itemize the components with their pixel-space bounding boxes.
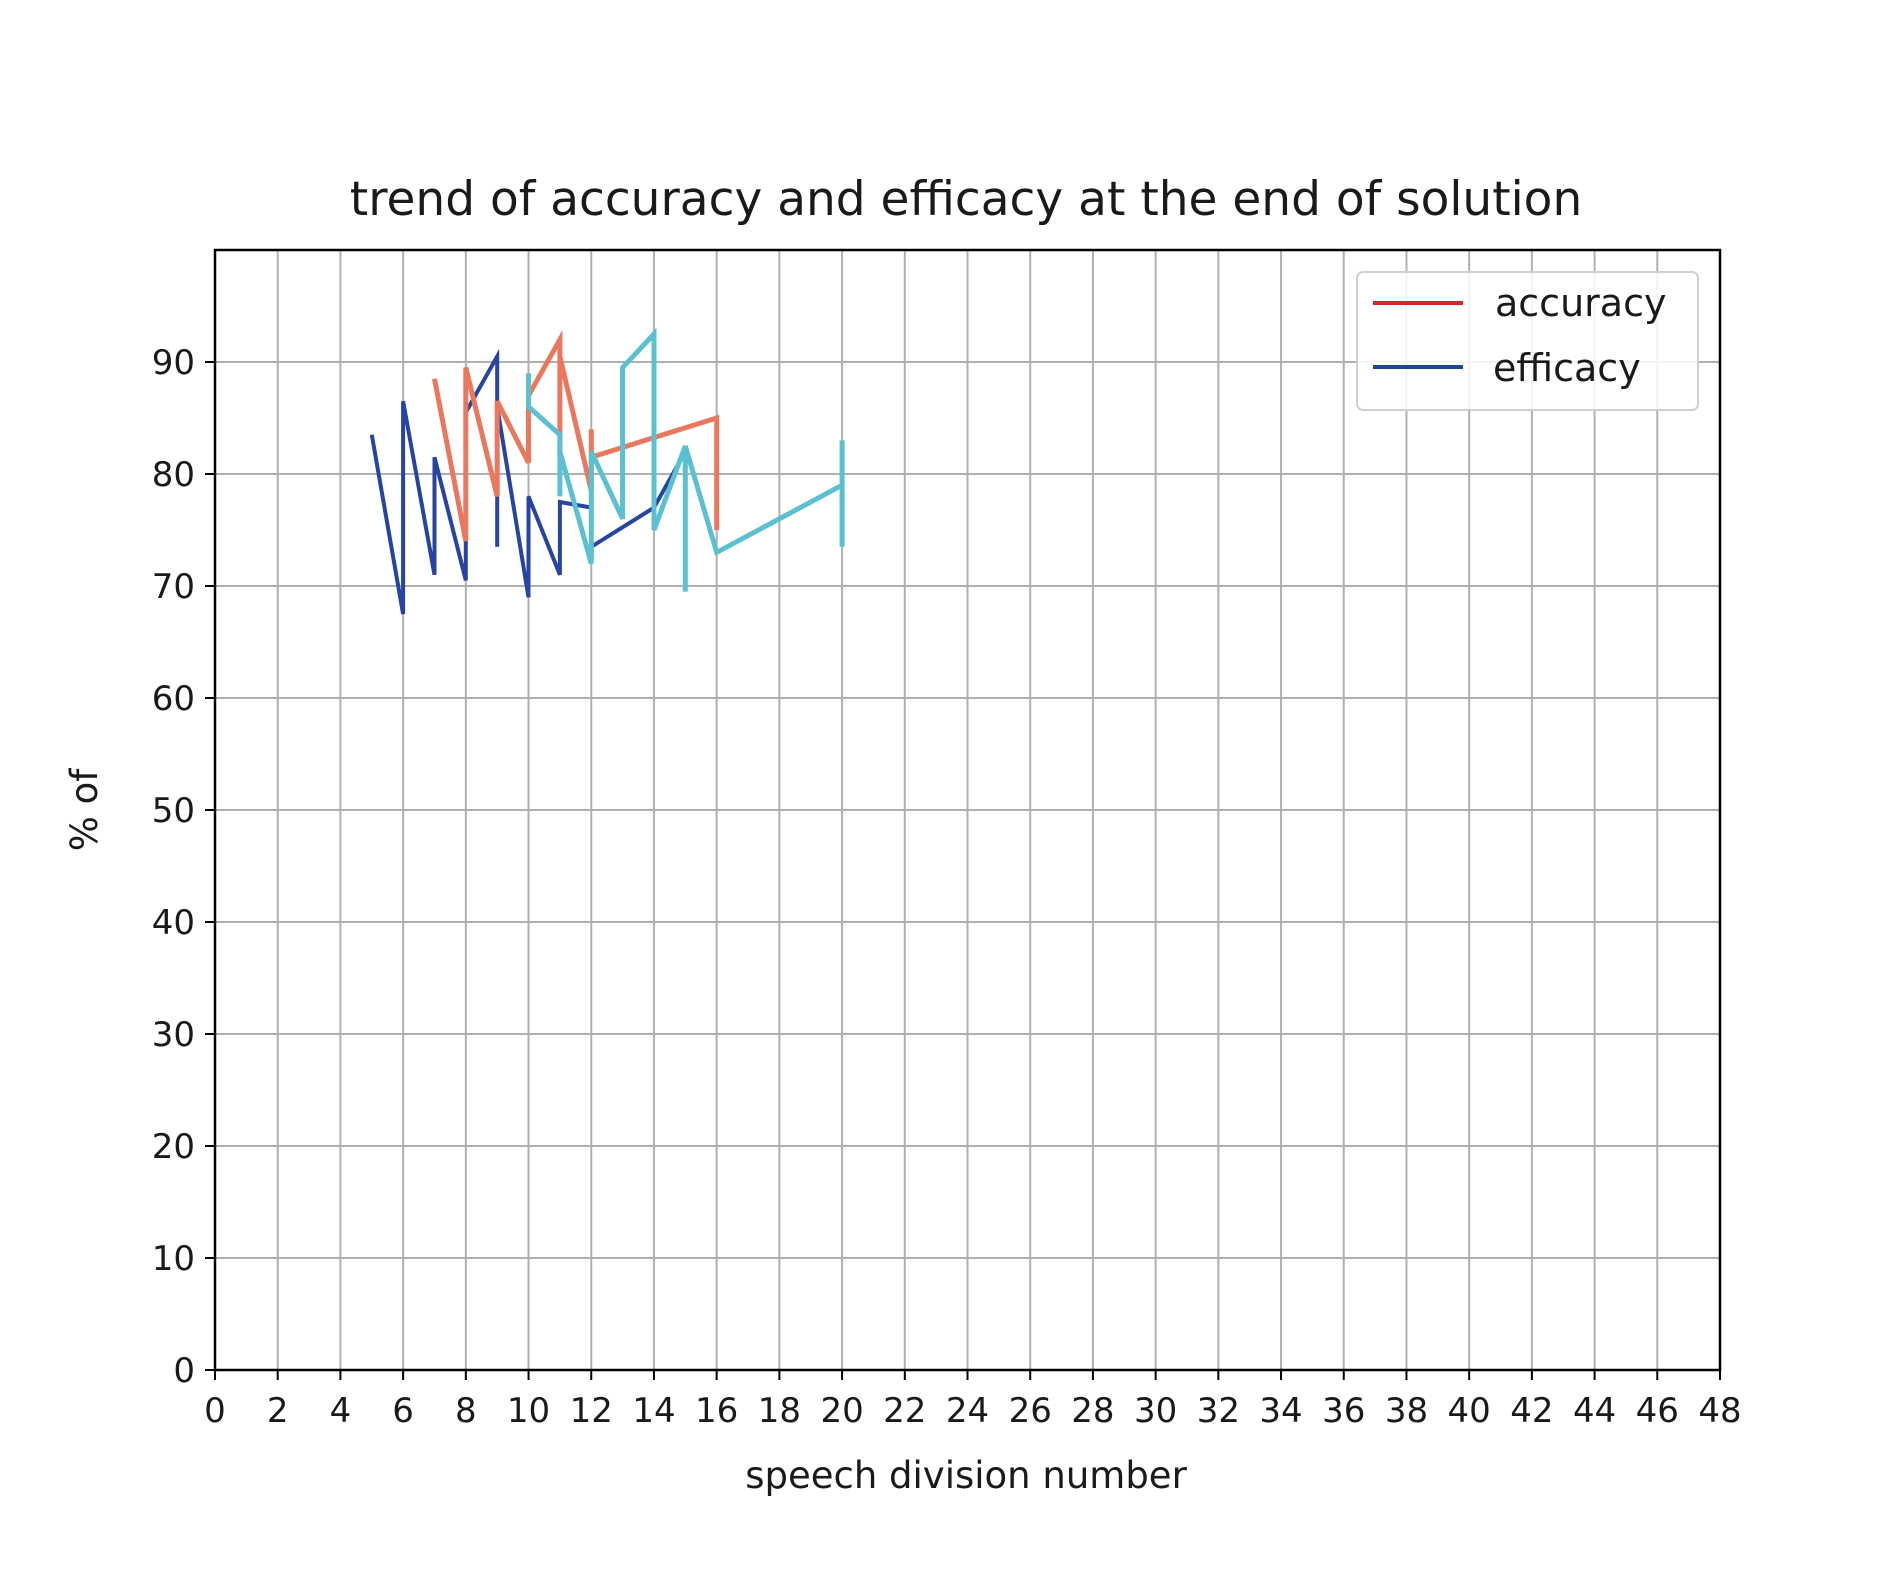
x-tick-label: 40: [1448, 1391, 1491, 1431]
plot-series: [369, 327, 845, 615]
y-tick-label: 30: [152, 1015, 195, 1055]
x-tick-label: 2: [267, 1391, 289, 1431]
x-tick-label: 20: [820, 1391, 863, 1431]
legend-label-efficacy: efficacy: [1493, 346, 1641, 390]
x-tick-label: 30: [1134, 1391, 1177, 1431]
y-tick-label: 0: [173, 1351, 195, 1391]
y-tick-label: 90: [152, 343, 195, 383]
legend-label-accuracy: accuracy: [1495, 281, 1666, 325]
x-tick-label: 8: [455, 1391, 477, 1431]
x-tick-label: 36: [1322, 1391, 1365, 1431]
y-tick-label: 10: [152, 1239, 195, 1279]
x-tick-label: 26: [1009, 1391, 1052, 1431]
legend-box: [1356, 271, 1699, 411]
x-tick-label: 12: [570, 1391, 613, 1431]
x-tick-label: 28: [1071, 1391, 1114, 1431]
y-axis-label: % of: [63, 768, 106, 852]
x-tick-label: 22: [883, 1391, 926, 1431]
x-tick-label: 18: [758, 1391, 801, 1431]
y-tick-label: 50: [152, 791, 195, 831]
y-tick-label: 80: [152, 455, 195, 495]
x-axis-label: speech division number: [745, 1454, 1187, 1497]
x-tick-label: 44: [1573, 1391, 1616, 1431]
x-tick-label: 38: [1385, 1391, 1428, 1431]
legend: accuracy efficacy: [1356, 271, 1699, 411]
x-tick-label: 14: [632, 1391, 675, 1431]
x-tick-label: 24: [946, 1391, 989, 1431]
x-tick-label: 4: [330, 1391, 352, 1431]
y-tick-label: 20: [152, 1127, 195, 1167]
x-tick-label: 10: [507, 1391, 550, 1431]
x-tick-label: 48: [1698, 1391, 1741, 1431]
x-tick-label: 0: [204, 1391, 226, 1431]
y-tick-label: 60: [152, 679, 195, 719]
x-tick-label: 42: [1510, 1391, 1553, 1431]
series-line-unlabeled-2: [432, 330, 720, 542]
series-line-unlabeled-3: [526, 327, 845, 592]
x-tick-label: 16: [695, 1391, 738, 1431]
x-tick-label: 6: [392, 1391, 414, 1431]
y-tick-label: 40: [152, 903, 195, 943]
x-tick-label: 34: [1259, 1391, 1302, 1431]
chart-title: trend of accuracy and efficacy at the en…: [350, 172, 1582, 227]
axis-ticks: 0 2 4 6 8 10 12 14 16 18 20 22 24 26 28 30 32 34 36 38 40 42 4…: [152, 343, 1742, 1431]
x-tick-label: 32: [1197, 1391, 1240, 1431]
y-tick-label: 70: [152, 567, 195, 607]
x-tick-label: 46: [1636, 1391, 1679, 1431]
